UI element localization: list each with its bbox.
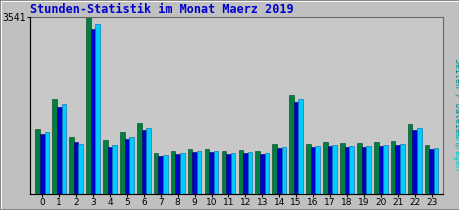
Bar <box>179 152 184 194</box>
Bar <box>187 149 192 194</box>
Bar <box>298 99 302 194</box>
Bar <box>289 95 293 194</box>
Bar <box>192 152 196 194</box>
Bar <box>107 147 112 194</box>
Bar <box>272 144 276 194</box>
Bar <box>323 142 327 194</box>
Bar <box>281 147 285 194</box>
Bar <box>221 151 226 194</box>
Bar <box>243 152 247 194</box>
Bar <box>137 122 141 194</box>
Bar <box>378 146 382 194</box>
Bar <box>327 146 331 194</box>
Bar <box>433 148 437 194</box>
Bar <box>213 151 218 194</box>
Bar <box>209 152 213 194</box>
Bar <box>315 146 319 194</box>
Bar <box>247 152 252 194</box>
Text: Anfragen: Anfragen <box>452 131 459 171</box>
Bar <box>276 148 281 194</box>
Bar <box>390 141 395 194</box>
Bar <box>120 131 124 194</box>
Bar <box>365 146 370 194</box>
Text: Seiten / Dateien /: Seiten / Dateien / <box>452 58 459 152</box>
Bar <box>339 143 344 194</box>
Bar <box>259 154 264 194</box>
Bar <box>424 145 428 194</box>
Bar <box>411 130 416 194</box>
Bar <box>146 128 151 194</box>
Bar <box>170 151 175 194</box>
Bar <box>35 129 40 194</box>
Bar <box>52 99 57 194</box>
Bar <box>395 145 399 194</box>
Bar <box>141 130 146 194</box>
Bar <box>226 154 230 194</box>
Bar <box>348 146 353 194</box>
Bar <box>90 29 95 194</box>
Bar <box>416 128 420 194</box>
Bar <box>95 24 100 194</box>
Bar <box>74 142 78 194</box>
Bar <box>238 150 243 194</box>
Text: Stunden-Statistik im Monat Maerz 2019: Stunden-Statistik im Monat Maerz 2019 <box>30 3 293 16</box>
Bar <box>344 147 348 194</box>
Bar <box>162 155 167 194</box>
Bar <box>62 104 66 194</box>
Bar <box>124 139 129 194</box>
Bar <box>45 131 49 194</box>
Bar <box>306 144 310 194</box>
Bar <box>40 134 45 194</box>
Bar <box>373 142 378 194</box>
Bar <box>407 124 411 194</box>
Bar <box>331 145 336 194</box>
Bar <box>310 147 315 194</box>
Bar <box>69 136 74 194</box>
Bar <box>382 144 387 194</box>
Bar <box>230 153 235 194</box>
Bar <box>112 145 117 194</box>
Bar <box>204 149 209 194</box>
Bar <box>293 101 298 194</box>
Bar <box>356 143 361 194</box>
Bar <box>154 153 158 194</box>
Bar <box>57 106 62 194</box>
Bar <box>264 152 269 194</box>
Bar <box>255 151 259 194</box>
Bar <box>103 140 107 194</box>
Bar <box>399 144 404 194</box>
Bar <box>361 147 365 194</box>
Bar <box>86 17 90 194</box>
Bar <box>158 156 162 194</box>
Bar <box>175 154 179 194</box>
Bar <box>428 148 433 194</box>
Bar <box>129 136 134 194</box>
Bar <box>196 151 201 194</box>
Bar <box>78 144 83 194</box>
